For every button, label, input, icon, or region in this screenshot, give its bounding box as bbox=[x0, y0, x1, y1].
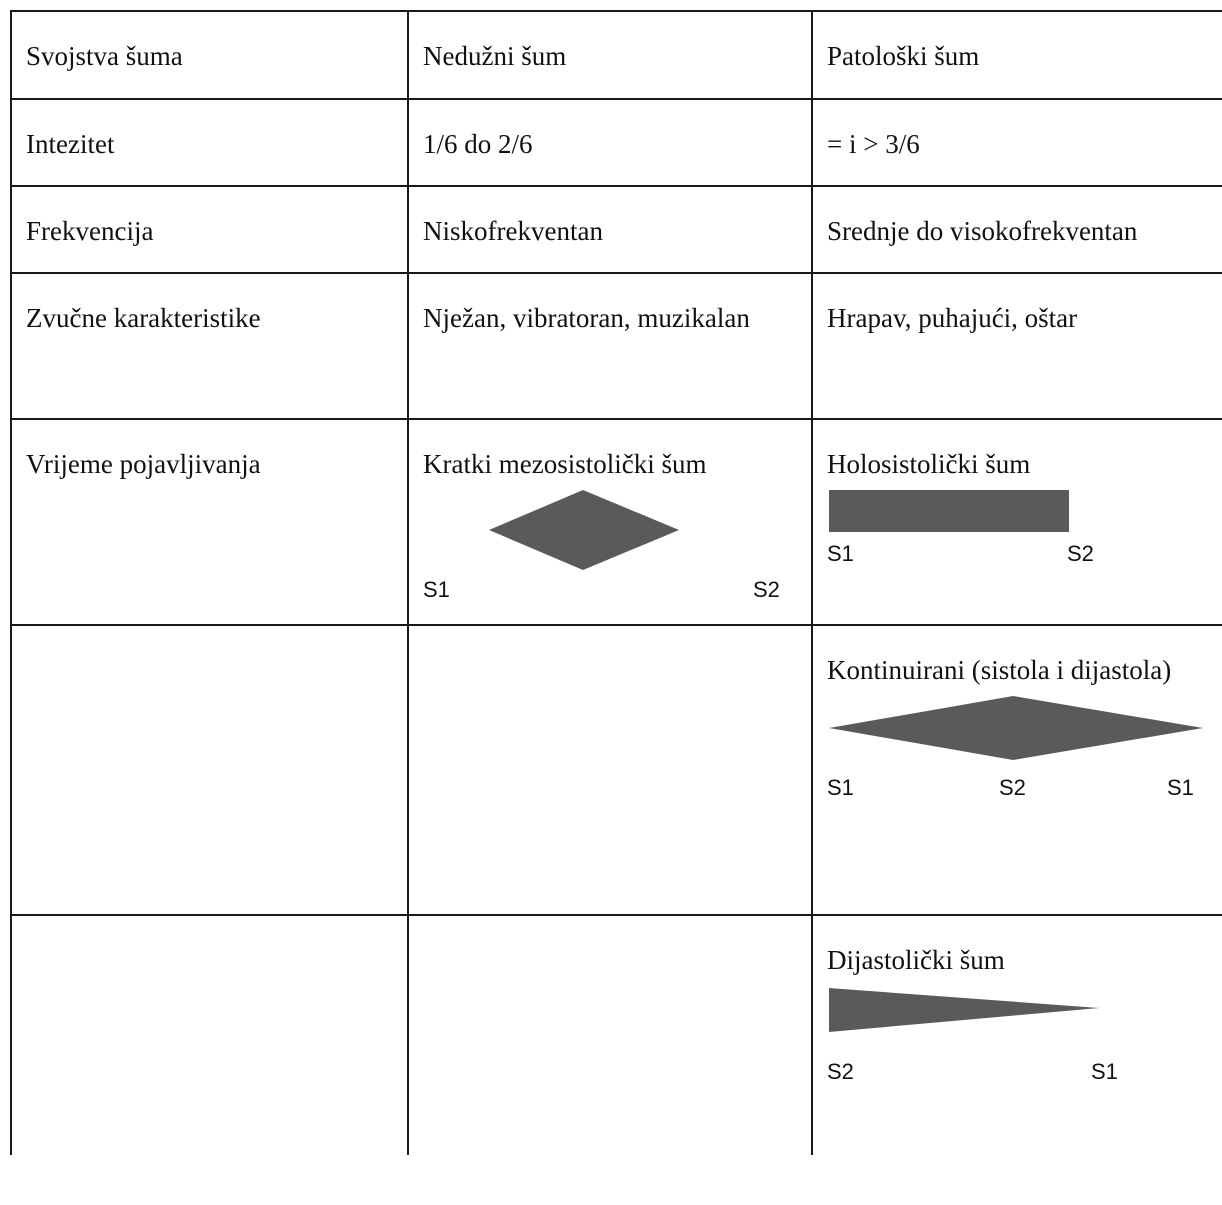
row-innocent: Nježan, vibratoran, muzikalan bbox=[407, 272, 813, 420]
mesosystolic-diamond-shape bbox=[489, 490, 679, 570]
header-property: Svojstva šuma bbox=[10, 10, 409, 100]
header-pathologic: Patološki šum bbox=[811, 10, 1222, 100]
table-row: Vrijeme pojavljivanja Kratki mezosistoli… bbox=[10, 418, 1222, 626]
row-pathologic: Dijastolički šum S2 S1 bbox=[811, 914, 1222, 1155]
header-innocent: Nedužni šum bbox=[407, 10, 813, 100]
continuous-diagram: S1 S2 S1 bbox=[827, 692, 1203, 806]
sound-label-s2: S2 bbox=[1067, 541, 1094, 566]
row-innocent bbox=[407, 624, 813, 916]
table-row: Intezitet 1/6 do 2/6 = i > 3/6 bbox=[10, 98, 1222, 187]
diastolic-labels: S2 S1 bbox=[827, 1054, 1211, 1090]
mesosystolic-diagram: S1 S2 bbox=[423, 486, 799, 608]
sound-label-s1: S1 bbox=[827, 541, 854, 566]
row-pathologic: Kontinuirani (sistola i dijastola) S1 S2… bbox=[811, 624, 1222, 916]
sound-label-s1: S1 bbox=[827, 775, 854, 800]
table-row: Frekvencija Niskofrekventan Srednje do v… bbox=[10, 185, 1222, 274]
row-innocent-text: Kratki mezosistolički šum bbox=[423, 449, 707, 479]
table-header-row: Svojstva šuma Nedužni šum Patološki šum bbox=[10, 10, 1222, 100]
sound-label-s1: S1 bbox=[1091, 1059, 1118, 1084]
row-pathologic: Holosistolički šum S1 S2 bbox=[811, 418, 1222, 626]
row-innocent-text: Nježan, vibratoran, muzikalan bbox=[423, 303, 750, 333]
row-property bbox=[10, 624, 409, 916]
sound-label-s1-end: S1 bbox=[1167, 775, 1194, 800]
row-pathologic: Hrapav, puhajući, oštar bbox=[811, 272, 1222, 420]
row-pathologic-text: Kontinuirani (sistola i dijastola) bbox=[827, 655, 1172, 685]
table-row: Dijastolički šum S2 S1 bbox=[10, 914, 1222, 1155]
holosystolic-rectangle-shape bbox=[829, 490, 1069, 532]
table-row: Zvučne karakteristike Nježan, vibratoran… bbox=[10, 272, 1222, 420]
sound-label-s2: S2 bbox=[753, 577, 780, 602]
continuous-labels: S1 S2 S1 bbox=[827, 770, 1194, 806]
sound-label-s2: S2 bbox=[999, 775, 1026, 800]
row-property: Intezitet bbox=[10, 98, 409, 187]
diastolic-decrescendo-shape bbox=[829, 988, 1099, 1032]
row-innocent: 1/6 do 2/6 bbox=[407, 98, 813, 187]
row-property: Zvučne karakteristike bbox=[10, 272, 409, 420]
holosystolic-labels: S1 S2 bbox=[827, 536, 1211, 572]
row-property bbox=[10, 914, 409, 1155]
holosystolic-diagram: S1 S2 bbox=[827, 486, 1211, 572]
sound-label-s2: S2 bbox=[827, 1059, 854, 1084]
murmur-comparison-table: Svojstva šuma Nedužni šum Patološki šum … bbox=[10, 10, 1222, 1155]
row-innocent: Niskofrekventan bbox=[407, 185, 813, 274]
continuous-diamond-shape bbox=[829, 696, 1203, 760]
row-pathologic: Srednje do visokofrekventan bbox=[811, 185, 1222, 274]
row-pathologic-text: Holosistolički šum bbox=[827, 449, 1031, 479]
row-property: Frekvencija bbox=[10, 185, 409, 274]
diastolic-diagram: S2 S1 bbox=[827, 982, 1211, 1090]
row-property: Vrijeme pojavljivanja bbox=[10, 418, 409, 626]
sound-label-s1: S1 bbox=[423, 577, 450, 602]
row-pathologic: = i > 3/6 bbox=[811, 98, 1222, 187]
row-pathologic-text: Dijastolički šum bbox=[827, 945, 1005, 975]
row-innocent: Kratki mezosistolički šum S1 S2 bbox=[407, 418, 813, 626]
row-innocent bbox=[407, 914, 813, 1155]
mesosystolic-labels: S1 S2 bbox=[423, 572, 799, 608]
table-row: Kontinuirani (sistola i dijastola) S1 S2… bbox=[10, 624, 1222, 916]
